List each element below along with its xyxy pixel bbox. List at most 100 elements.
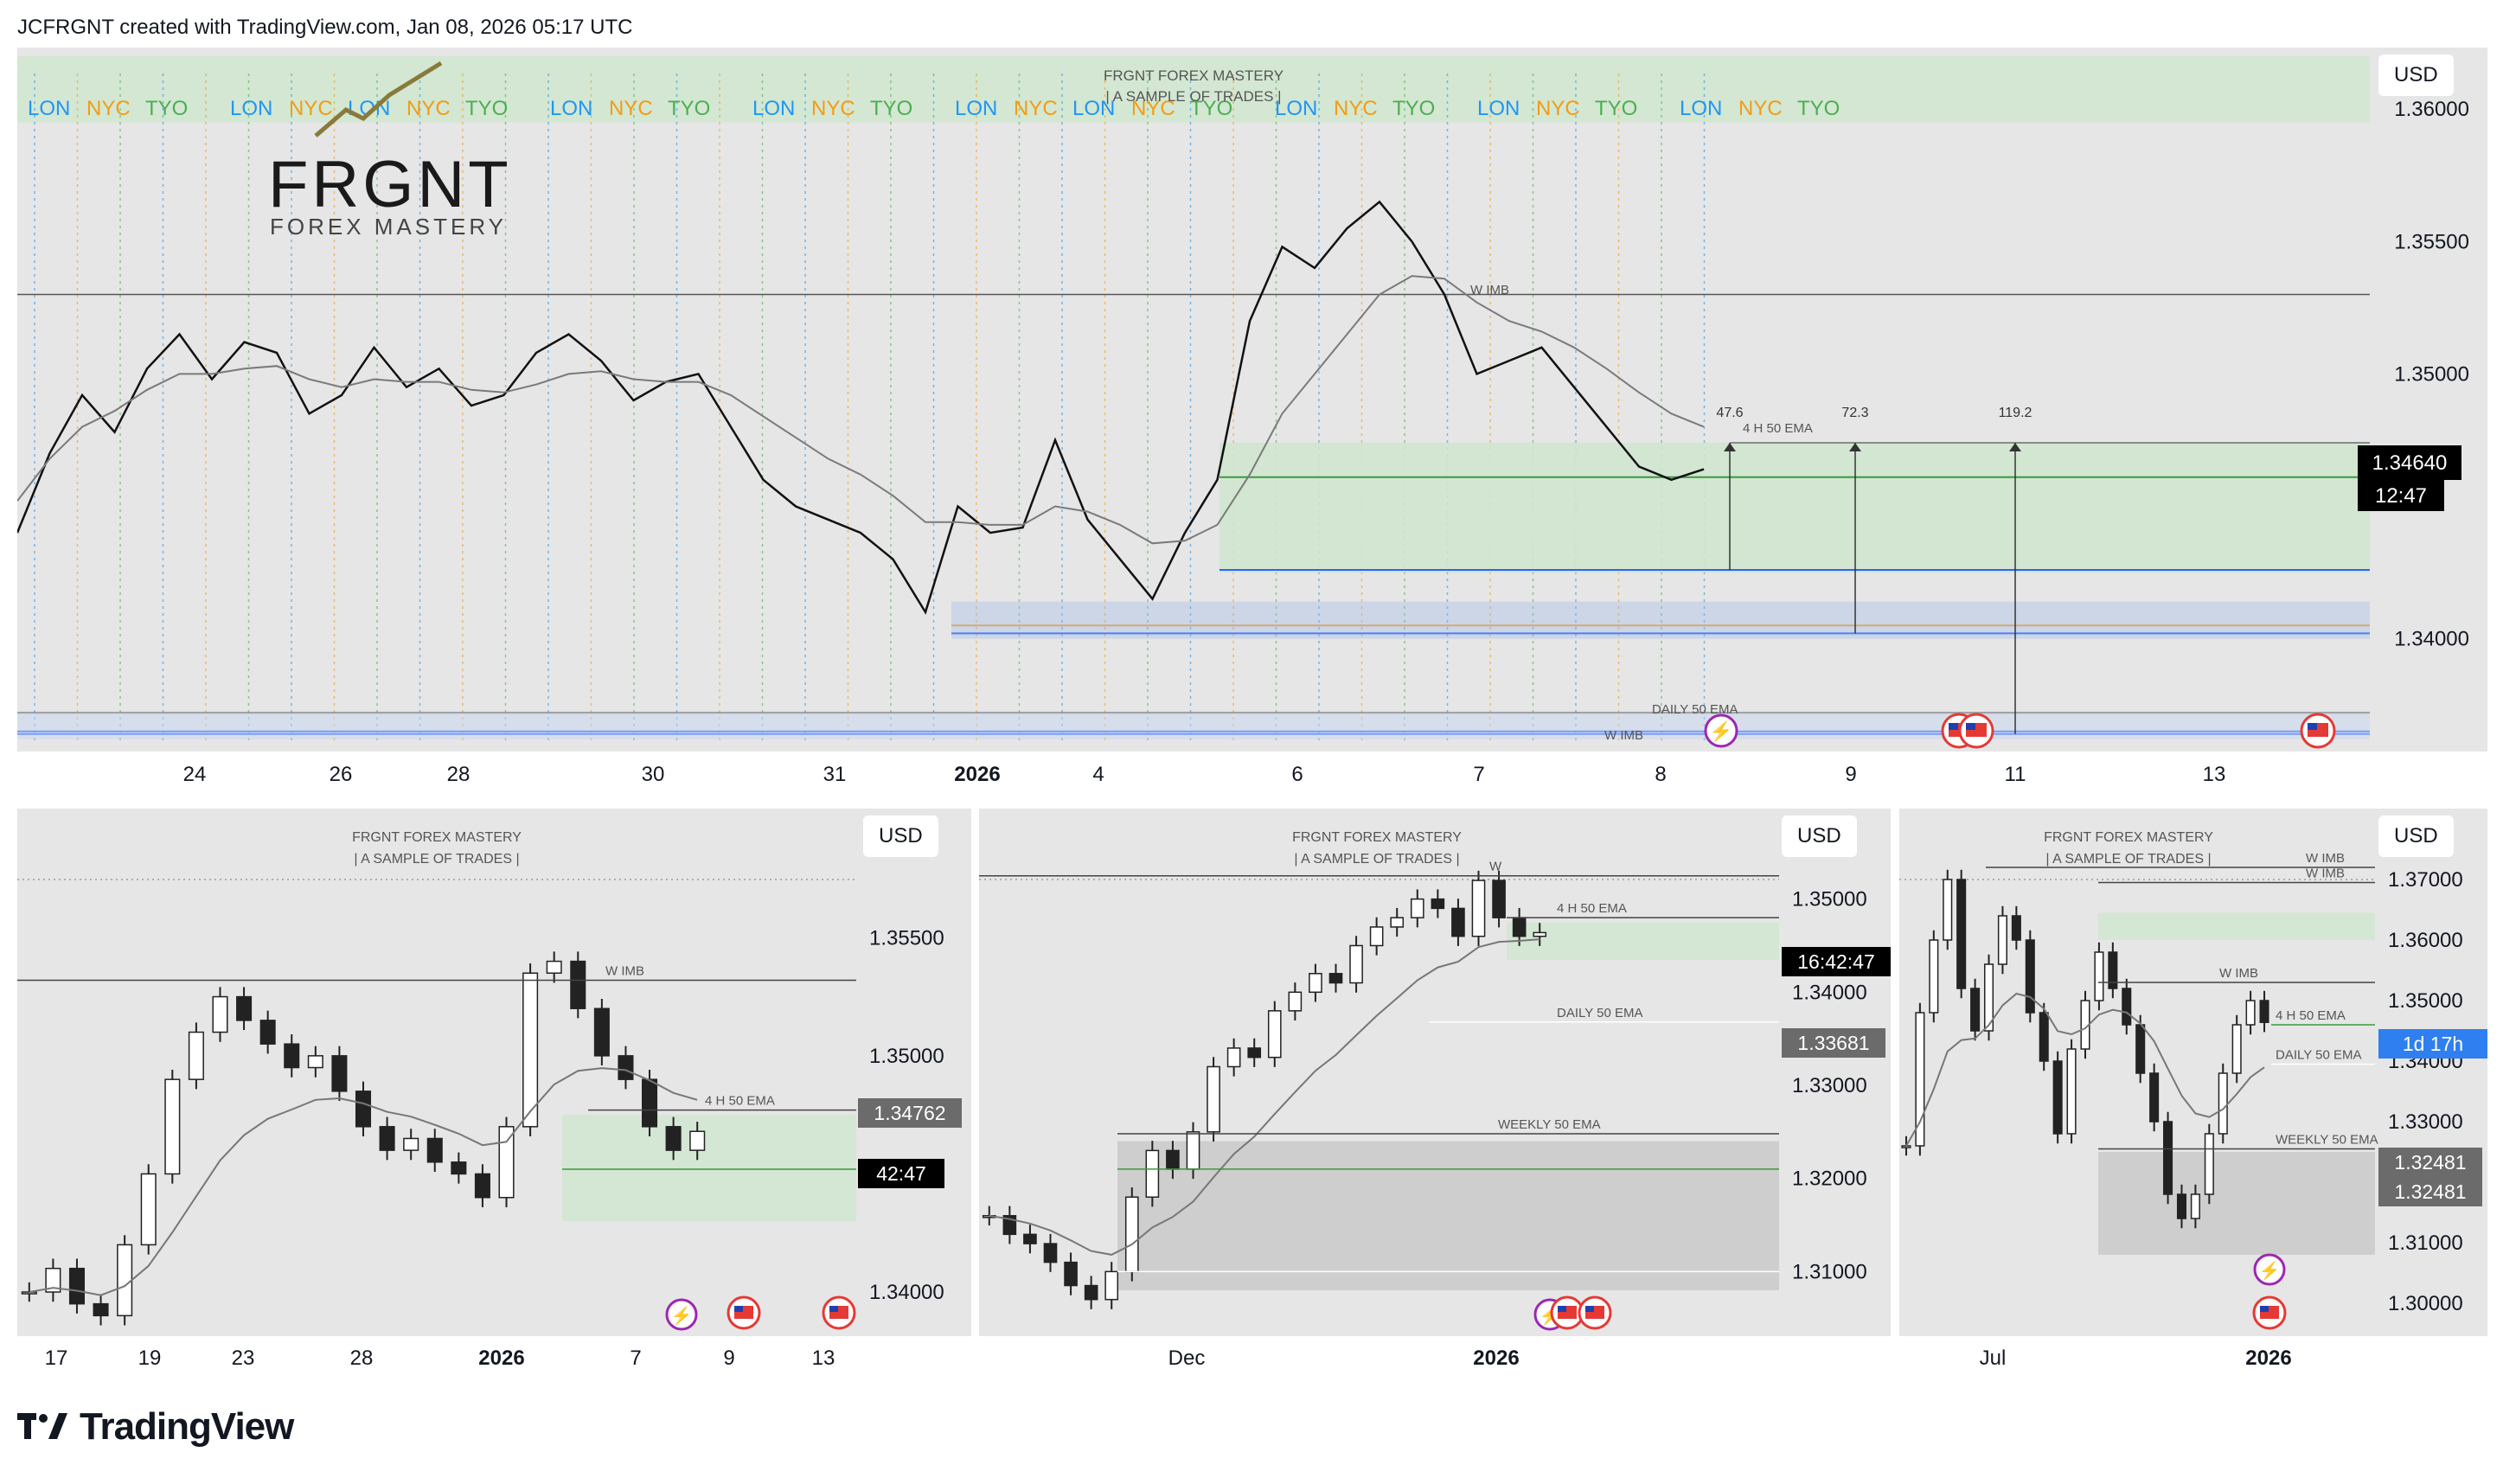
candle-body (2025, 939, 2035, 1014)
lightning-icon (2253, 1253, 2286, 1286)
currency-button[interactable]: USD (2378, 54, 2454, 96)
y-tick-label: 1.37000 (2388, 868, 2463, 892)
candle-body (1124, 1196, 1139, 1273)
x-tick-label: 17 (45, 1346, 68, 1370)
bottom-left-chart-svg: FRGNT FOREX MASTERY | A SAMPLE OF TRADES … (17, 830, 971, 1381)
watermark-title: FRGNT FOREX MASTERY (352, 830, 522, 845)
x-tick-label: 31 (823, 763, 847, 786)
ema-line (29, 1067, 698, 1296)
x-tick-label: 7 (1473, 763, 1484, 786)
candle-body (2190, 1193, 2200, 1219)
y-tick-label: 1.33000 (1792, 1074, 1867, 1097)
x-tick-label: 28 (350, 1346, 374, 1370)
y-tick-label: 1.31000 (2388, 1231, 2463, 1255)
candle-body (1064, 1261, 1078, 1287)
badge-text: 1.32481 (2394, 1151, 2466, 1174)
y-tick-label: 1.34000 (2394, 628, 2469, 651)
lightning-icon-glyph: ⚡ (2259, 1260, 2281, 1281)
candle-body (1451, 907, 1465, 937)
x-tick-label: 9 (1845, 763, 1856, 786)
badge (858, 1098, 962, 1128)
bottom-middle-chart-panel[interactable]: FRGNT FOREX MASTERY | A SAMPLE OF TRADES … (979, 809, 1891, 1381)
candle-body (117, 1244, 133, 1317)
price-badge (2358, 445, 2461, 480)
candle-body (1970, 988, 1981, 1032)
x-tick-label: 26 (330, 763, 353, 786)
candle-body (1929, 939, 1939, 1014)
y-tick-label: 1.35000 (869, 1045, 944, 1068)
badge-text: 1d 17h (2403, 1033, 2463, 1055)
x-tick-label: 30 (642, 763, 665, 786)
zone-rect (2098, 912, 2375, 940)
candle-body (2259, 1000, 2269, 1023)
lightning-icon (1704, 713, 1738, 748)
candle-body (1369, 926, 1384, 947)
candle-body (2231, 1024, 2242, 1074)
session-label: NYC (811, 97, 855, 120)
candle-body (1533, 931, 1547, 937)
session-label: LON (955, 97, 997, 120)
level-label: WEEKLY 50 EMA (1498, 1117, 1601, 1132)
y-tick-label: 1.34000 (869, 1281, 944, 1304)
y-tick-label: 1.35000 (1792, 888, 1867, 912)
zone-rect (1507, 922, 1779, 960)
us-flag-canton (734, 1306, 743, 1312)
x-tick-label: 28 (447, 763, 471, 786)
x-tick-label: 7 (630, 1346, 641, 1370)
bottom-right-chart-panel[interactable]: FRGNT FOREX MASTERY | A SAMPLE OF TRADES … (1899, 809, 2487, 1381)
main-chart-panel[interactable]: LON NYC TYO LON NYC LON NYC TYO LON NYC TYO LON NYC T… (17, 48, 2487, 796)
watermark-title: FRGNT FOREX MASTERY (1104, 67, 1284, 84)
timer-badge (2358, 480, 2444, 511)
frgnt-logo: FRGNT (268, 148, 512, 221)
currency-button[interactable]: USD (863, 816, 938, 857)
x-tick-label: Jul (1980, 1346, 2007, 1370)
tradingview-icon (17, 1413, 67, 1439)
watermark-title: FRGNT FOREX MASTERY (2044, 830, 2213, 845)
x-tick-label: Dec (1168, 1346, 1206, 1370)
level-label: W IMB (605, 963, 644, 978)
x-tick-label: 23 (232, 1346, 255, 1370)
target-label: 72.3 (1841, 406, 1868, 420)
x-tick-label: 2026 (954, 763, 1000, 786)
y-tick-label: 1.32000 (1792, 1167, 1867, 1191)
candle-body (236, 995, 253, 1021)
candle-body (1997, 915, 2007, 965)
w-imb-bottom-label: W IMB (1604, 728, 1643, 743)
session-label: LON (1477, 97, 1520, 120)
zone-rect (562, 1115, 856, 1222)
zone-rect (1117, 1141, 1779, 1290)
lightning-icon (665, 1298, 698, 1331)
candle-body (1943, 879, 1953, 941)
badge (2378, 1148, 2482, 1177)
level-label: DAILY 50 EMA (1557, 1006, 1643, 1020)
badge-text: 16:42:47 (1797, 950, 1875, 973)
ema-4h-label: 4 H 50 EMA (1743, 421, 1813, 436)
x-tick-label: 2026 (478, 1346, 524, 1370)
candle-body (1226, 1047, 1241, 1068)
candle-body (1956, 879, 1967, 989)
y-tick-label: 1.35500 (2394, 230, 2469, 253)
x-tick-label: 8 (1655, 763, 1666, 786)
frgnt-logo-subtitle: FOREX MASTERY (270, 214, 508, 240)
y-tick-label: 1.31000 (1792, 1260, 1867, 1283)
candle-body (2066, 1048, 2077, 1135)
tradingview-logo[interactable]: TradingView (17, 1405, 294, 1449)
candle-body (93, 1302, 109, 1317)
us-flag-canton (1585, 1306, 1594, 1312)
bottom-left-chart-panel[interactable]: FRGNT FOREX MASTERY | A SAMPLE OF TRADES … (17, 809, 971, 1381)
candle-body (188, 1031, 204, 1080)
candle-body (665, 1126, 682, 1151)
x-tick-label: 13 (2203, 763, 2226, 786)
candle-body (2176, 1193, 2187, 1219)
candle-body (689, 1130, 706, 1151)
x-tick-label: 11 (2005, 763, 2026, 786)
level-label: DAILY 50 EMA (2276, 1048, 2362, 1063)
currency-button[interactable]: USD (1782, 816, 1857, 857)
candle-body (307, 1055, 323, 1069)
tradingview-wordmark: TradingView (80, 1405, 294, 1448)
session-label: LON (28, 97, 70, 120)
badge (2378, 1029, 2487, 1059)
lightning-icon-glyph: ⚡ (671, 1305, 693, 1326)
y-tick-label: 1.34000 (1792, 981, 1867, 1004)
currency-button[interactable]: USD (2378, 816, 2454, 857)
